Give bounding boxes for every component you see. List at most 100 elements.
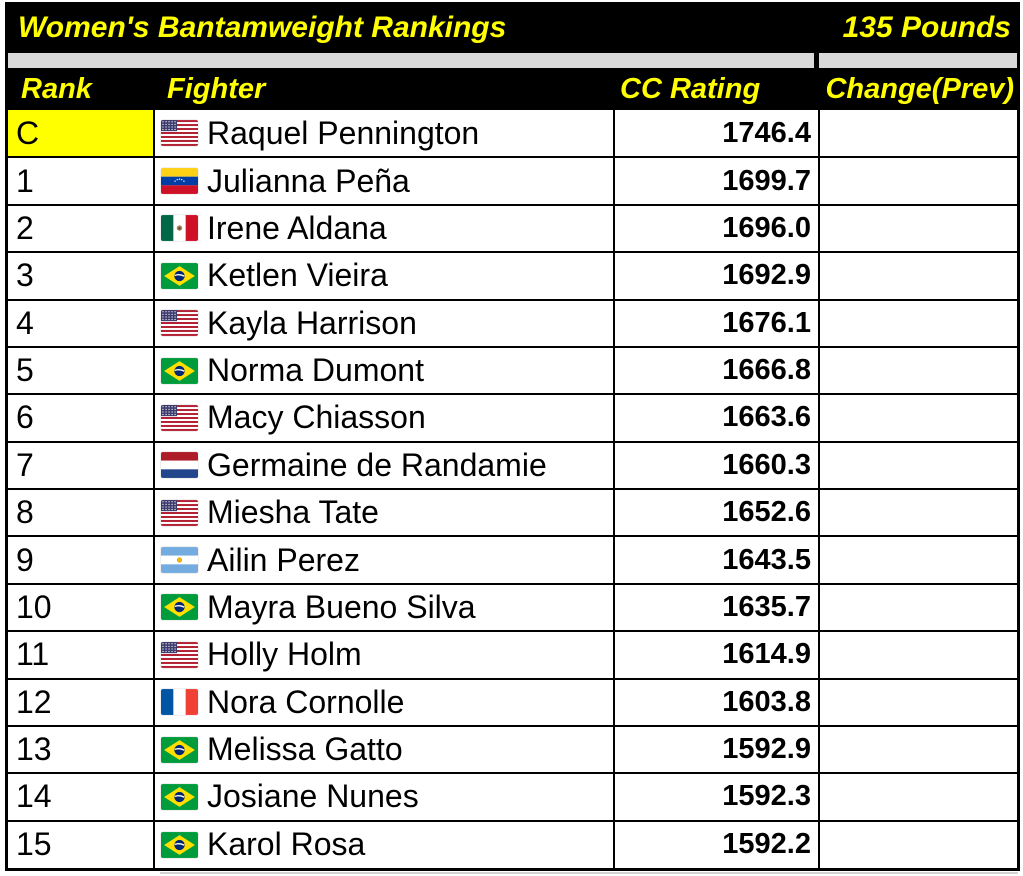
rank-cell: 13: [8, 724, 155, 775]
nl-flag-icon: [161, 452, 198, 479]
rating-cell: 1692.9: [613, 251, 820, 301]
fighter-cell: Kayla Harrison: [153, 298, 615, 348]
change-cell: [818, 156, 1017, 206]
rating-cell: 1699.7: [613, 156, 820, 206]
spacer-segment-right: [819, 53, 1017, 68]
fighter-cell: Holly Holm: [153, 630, 615, 680]
fighter-name: Raquel Pennington: [207, 114, 480, 151]
title-bar: Women's Bantamweight Rankings 135 Pounds: [8, 5, 1017, 53]
change-cell: [818, 772, 1017, 822]
rating-cell: 1592.9: [613, 724, 820, 775]
table-row: 11 Holly Holm 1614.9: [8, 630, 1017, 680]
fighter-cell: Nora Cornolle: [153, 677, 615, 727]
rank-cell: 6: [8, 393, 155, 443]
change-cell: [818, 677, 1017, 727]
fighter-cell: Germaine de Randamie: [153, 440, 615, 491]
table-row: C Raquel Pennington 1746.4: [8, 110, 1017, 159]
fighter-name: Karol Rosa: [207, 826, 366, 863]
fighter-name: Norma Dumont: [207, 352, 424, 389]
rank-cell: 4: [8, 298, 155, 348]
ve-flag-icon: [161, 168, 198, 195]
rank-cell: 11: [8, 630, 155, 680]
change-cell: [818, 582, 1017, 633]
ar-flag-icon: [161, 547, 198, 574]
table-row: 15 Karol Rosa 1592.2: [8, 819, 1017, 868]
rank-cell: 1: [8, 156, 155, 206]
rankings-table: C Raquel Pennington 1746.4 1 Julianna Pe…: [8, 110, 1017, 868]
fighter-name: Nora Cornolle: [207, 683, 405, 720]
fighter-cell: Ailin Perez: [153, 535, 615, 585]
fighter-name: Kayla Harrison: [207, 304, 417, 341]
us-flag-icon: [161, 641, 198, 668]
fighter-cell: Raquel Pennington: [153, 110, 615, 159]
table-row: 14 Josiane Nunes 1592.3: [8, 772, 1017, 822]
rankings-sheet: Women's Bantamweight Rankings 135 Pounds…: [5, 2, 1020, 871]
change-cell: [818, 535, 1017, 585]
table-row: 10 Mayra Bueno Silva 1635.7: [8, 582, 1017, 633]
table-row: 6 Macy Chiasson 1663.6: [8, 393, 1017, 443]
rank-cell: 12: [8, 677, 155, 727]
fighter-name: Ailin Perez: [207, 541, 360, 578]
rank-cell: 7: [8, 440, 155, 491]
table-row: 2 Irene Aldana 1696.0: [8, 203, 1017, 254]
table-row: 9 Ailin Perez 1643.5: [8, 535, 1017, 585]
fighter-cell: Ketlen Vieira: [153, 251, 615, 301]
rating-cell: 1603.8: [613, 677, 820, 727]
rank-cell: 2: [8, 203, 155, 254]
table-row: 8 Miesha Tate 1652.6: [8, 487, 1017, 538]
br-flag-icon: [161, 262, 198, 289]
rating-cell: 1696.0: [613, 203, 820, 254]
rating-cell: 1592.3: [613, 772, 820, 822]
table-row: 4 Kayla Harrison 1676.1: [8, 298, 1017, 348]
col-header-change: Change(Prev): [825, 72, 1014, 105]
rating-cell: 1746.4: [613, 110, 820, 159]
column-headers: Rank Fighter CC Rating Change(Prev): [8, 68, 1017, 110]
fighter-name: Julianna Peña: [207, 162, 410, 199]
fighter-name: Macy Chiasson: [207, 399, 426, 436]
table-row: 3 Ketlen Vieira 1692.9: [8, 251, 1017, 301]
rankings-body: C Raquel Pennington 1746.4 1 Julianna Pe…: [8, 110, 1017, 868]
table-row: 1 Julianna Peña 1699.7: [8, 156, 1017, 206]
fighter-name: Mayra Bueno Silva: [207, 588, 476, 625]
rating-cell: 1614.9: [613, 630, 820, 680]
fighter-cell: Miesha Tate: [153, 487, 615, 538]
fighter-name: Irene Aldana: [207, 209, 387, 246]
fighter-cell: Norma Dumont: [153, 345, 615, 396]
spacer-segment-left: [8, 53, 814, 68]
br-flag-icon: [161, 736, 198, 763]
br-flag-icon: [161, 594, 198, 621]
rating-cell: 1592.2: [613, 819, 820, 868]
rating-cell: 1660.3: [613, 440, 820, 491]
rank-cell-champion: C: [8, 110, 155, 159]
fighter-cell: Julianna Peña: [153, 156, 615, 206]
table-row: 13 Melissa Gatto 1592.9: [8, 724, 1017, 775]
rank-cell: 15: [8, 819, 155, 868]
change-cell: [818, 630, 1017, 680]
fighter-name: Miesha Tate: [207, 494, 379, 531]
fighter-cell: Josiane Nunes: [153, 772, 615, 822]
col-header-fighter: Fighter: [167, 72, 266, 105]
fr-flag-icon: [161, 689, 198, 716]
fighter-name: Germaine de Randamie: [207, 446, 547, 483]
page-title: Women's Bantamweight Rankings: [18, 10, 507, 44]
change-cell: [818, 345, 1017, 396]
mx-flag-icon: [161, 215, 198, 242]
us-flag-icon: [161, 404, 198, 431]
table-row: 7 Germaine de Randamie 1660.3: [8, 440, 1017, 491]
fighter-cell: Mayra Bueno Silva: [153, 582, 615, 633]
rank-cell: 10: [8, 582, 155, 633]
table-row: 5 Norma Dumont 1666.8: [8, 345, 1017, 396]
us-flag-icon: [161, 120, 198, 147]
br-flag-icon: [161, 831, 198, 858]
change-cell: [818, 724, 1017, 775]
col-header-rating: CC Rating: [620, 72, 761, 105]
rating-cell: 1663.6: [613, 393, 820, 443]
us-flag-icon: [161, 310, 198, 337]
fighter-name: Melissa Gatto: [207, 731, 403, 768]
change-cell: [818, 487, 1017, 538]
spacer-row: [8, 53, 1017, 68]
change-cell: [818, 110, 1017, 159]
fighter-name: Ketlen Vieira: [207, 257, 388, 294]
fighter-cell: Macy Chiasson: [153, 393, 615, 443]
fighter-cell: Karol Rosa: [153, 819, 615, 868]
